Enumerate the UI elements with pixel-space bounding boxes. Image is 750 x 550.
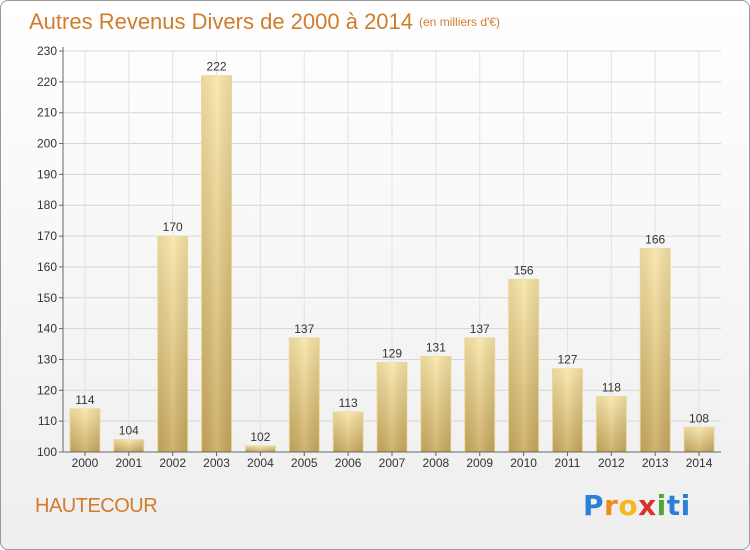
y-tick-label: 170 xyxy=(37,229,57,243)
data-label-2004: 102 xyxy=(250,430,270,444)
bar-shade-2001 xyxy=(113,439,144,452)
y-tick-label: 100 xyxy=(37,445,57,459)
data-label-2014: 108 xyxy=(689,411,709,425)
bar-shade-2008 xyxy=(420,356,451,452)
bar-shade-2003 xyxy=(201,75,232,452)
x-tick-label: 2009 xyxy=(466,456,493,470)
data-label-2007: 129 xyxy=(382,347,402,361)
x-tick-label: 2003 xyxy=(203,456,230,470)
x-tick-label: 2012 xyxy=(598,456,625,470)
x-tick-label: 2013 xyxy=(642,456,669,470)
bars xyxy=(69,75,715,453)
bar-shade-2005 xyxy=(289,337,320,452)
bar-shade-2007 xyxy=(377,362,407,452)
data-label-2011: 127 xyxy=(557,353,577,367)
axes: 100 110 120 130 140 150 160 170 180 190 200 210 220 2… xyxy=(37,44,721,470)
bar-shade-2004 xyxy=(245,445,276,452)
y-tick-label: 120 xyxy=(37,383,57,397)
x-tick-label: 2005 xyxy=(291,456,318,470)
x-tick-label: 2014 xyxy=(686,456,713,470)
y-tick-label: 110 xyxy=(38,414,57,428)
bar-shade-2014 xyxy=(684,427,715,452)
data-label-2013: 166 xyxy=(645,232,665,246)
y-tick-label: 180 xyxy=(37,198,57,212)
x-tick-label: 2001 xyxy=(115,456,142,470)
x-tick-label: 2011 xyxy=(555,456,581,470)
bar-shade-2010 xyxy=(508,279,539,452)
bar-shade-2009 xyxy=(464,337,495,452)
x-tick-label: 2006 xyxy=(335,456,362,470)
y-tick-label: 130 xyxy=(37,352,57,366)
data-label-2012: 118 xyxy=(602,380,621,394)
x-tick-label: 2010 xyxy=(510,456,537,470)
y-tick-label: 160 xyxy=(37,260,57,274)
y-tick-label: 200 xyxy=(37,137,57,151)
data-label-2000: 114 xyxy=(75,393,94,407)
x-tick-label: 2002 xyxy=(159,456,186,470)
bar-shade-2012 xyxy=(596,396,627,452)
chart-title-unit: (en milliers d'€) xyxy=(419,15,500,29)
data-label-2010: 156 xyxy=(514,263,534,277)
data-label-2006: 113 xyxy=(339,396,358,410)
y-tick-label: 150 xyxy=(37,291,57,305)
data-label-2003: 222 xyxy=(207,60,227,74)
x-tick-label: 2004 xyxy=(247,456,274,470)
y-tick-label: 220 xyxy=(37,75,57,89)
x-tick-label: 2008 xyxy=(423,456,450,470)
chart-title-text: Autres Revenus Divers de 2000 à 2014 xyxy=(29,9,414,34)
y-tick-label: 230 xyxy=(37,44,57,58)
chart-title: Autres Revenus Divers de 2000 à 2014 (en … xyxy=(29,9,500,35)
x-tick-label: 2000 xyxy=(72,456,99,470)
data-labels: 114 104 170 222 102 137 113 129 131 137 156 127 118 1… xyxy=(75,60,709,444)
bar-shade-2011 xyxy=(552,368,583,452)
data-label-2009: 137 xyxy=(470,322,490,336)
bar-shade-2006 xyxy=(333,411,364,452)
proxiti-logo[interactable]: Proxiti xyxy=(583,489,691,522)
data-label-2001: 104 xyxy=(119,424,139,438)
data-label-2005: 137 xyxy=(294,322,314,336)
y-tick-label: 140 xyxy=(37,322,57,336)
bar-shade-2000 xyxy=(69,408,100,452)
y-tick-label: 210 xyxy=(37,106,57,120)
y-tick-label: 190 xyxy=(37,167,57,181)
place-name: HAUTECOUR xyxy=(35,495,158,517)
data-label-2002: 170 xyxy=(163,220,183,234)
bar-shade-2013 xyxy=(640,248,671,452)
data-label-2008: 131 xyxy=(426,340,446,354)
x-tick-label: 2007 xyxy=(379,456,406,470)
bar-shade-2002 xyxy=(157,236,188,452)
